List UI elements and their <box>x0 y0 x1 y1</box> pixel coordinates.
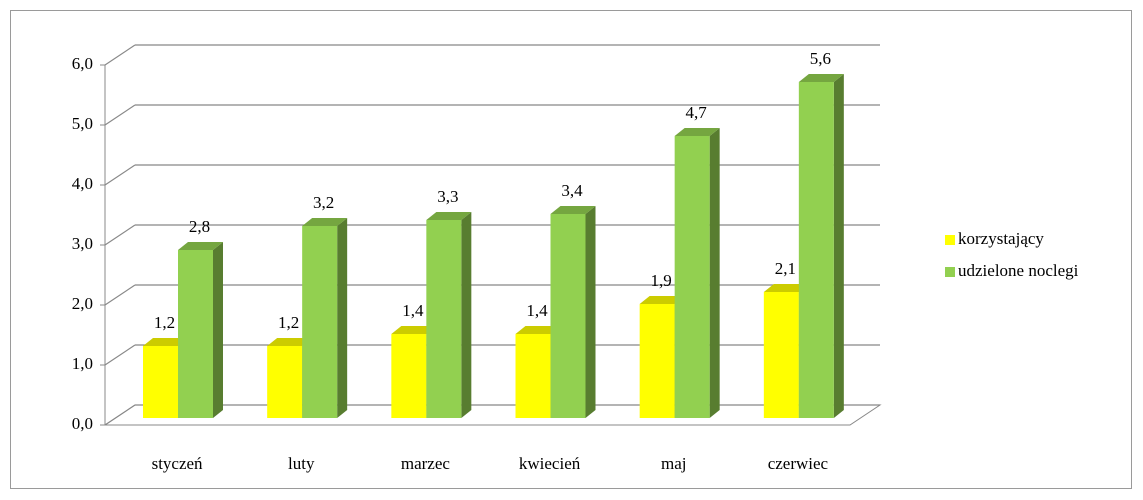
bar-side <box>833 74 844 418</box>
x-tick-label: marzec <box>401 454 451 473</box>
y-tick-label: 2,0 <box>72 294 93 313</box>
bar <box>515 334 551 418</box>
x-tick-label: czerwiec <box>768 454 829 473</box>
bar-top <box>391 326 437 334</box>
bar-top <box>798 74 844 82</box>
x-tick-label: luty <box>288 454 315 473</box>
x-tick-label: maj <box>661 454 687 473</box>
value-label: 5,6 <box>810 49 831 68</box>
x-tick-label: kwiecień <box>519 454 581 473</box>
bar <box>674 136 710 418</box>
value-label: 2,8 <box>189 217 210 236</box>
bar-side <box>709 128 720 418</box>
bar <box>798 82 834 418</box>
bar-side <box>461 212 472 418</box>
legend-swatch <box>945 267 955 277</box>
value-label: 2,1 <box>775 259 796 278</box>
y-tick-label: 1,0 <box>72 354 93 373</box>
value-label: 3,4 <box>561 181 583 200</box>
grid-line-side <box>104 344 136 366</box>
bar <box>550 214 586 418</box>
legend-swatch <box>945 235 955 245</box>
bar-top <box>515 326 561 334</box>
value-label: 1,2 <box>278 313 299 332</box>
value-label: 1,4 <box>526 301 548 320</box>
y-tick-label: 4,0 <box>72 174 93 193</box>
value-label: 1,4 <box>402 301 424 320</box>
grid-line-side <box>104 404 136 426</box>
y-tick-label: 3,0 <box>72 234 93 253</box>
bar-top <box>674 128 720 136</box>
bar-side <box>337 218 348 418</box>
bar-side <box>213 242 223 418</box>
bar-side <box>585 206 596 418</box>
legend-label: korzystający <box>958 229 1044 248</box>
bar-top <box>550 206 596 214</box>
bar <box>763 292 799 418</box>
bar <box>302 226 338 418</box>
grid-line-side <box>104 44 136 66</box>
bar <box>426 220 462 418</box>
value-label: 1,2 <box>154 313 175 332</box>
bar-top <box>302 218 348 226</box>
bar <box>267 346 303 418</box>
grid-line-side <box>104 104 136 126</box>
bar <box>178 250 213 418</box>
value-label: 4,7 <box>686 103 708 122</box>
value-label: 3,3 <box>437 187 458 206</box>
x-tick-label: styczeń <box>152 454 203 473</box>
grid-line-side <box>104 164 136 186</box>
y-tick-label: 5,0 <box>72 114 93 133</box>
bar-top <box>639 296 685 304</box>
legend-label: udzielone noclegi <box>958 261 1079 280</box>
bar-top <box>426 212 472 220</box>
value-label: 3,2 <box>313 193 334 212</box>
bar-top <box>763 284 809 292</box>
y-tick-label: 6,0 <box>72 54 93 73</box>
bar-top <box>143 338 188 346</box>
bar <box>143 346 178 418</box>
bar <box>639 304 675 418</box>
bar-top <box>178 242 223 250</box>
bar <box>391 334 427 418</box>
y-tick-label: 0,0 <box>72 414 93 433</box>
value-label: 1,9 <box>651 271 672 290</box>
grid-line-side <box>104 224 136 246</box>
bar-top <box>267 338 313 346</box>
grid-line-side <box>104 284 136 306</box>
